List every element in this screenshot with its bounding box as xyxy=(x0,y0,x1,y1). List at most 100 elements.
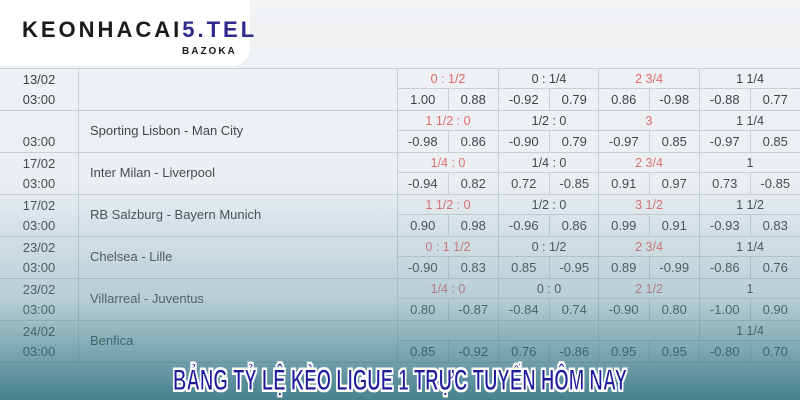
logo-subtext: BAZOKA xyxy=(182,46,237,57)
odds-value[interactable]: -0.90 xyxy=(608,302,639,317)
odds-value[interactable]: 0.76 xyxy=(511,344,537,359)
odds-value[interactable]: 0.86 xyxy=(447,131,499,152)
match-teams[interactable]: Chelsea - Lille xyxy=(90,249,173,264)
match-time: 03:00 xyxy=(22,176,56,191)
odds-value[interactable]: 0.99 xyxy=(611,218,637,233)
odds-value[interactable]: 0.82 xyxy=(447,173,499,194)
match-teams[interactable]: Inter Milan - Liverpool xyxy=(90,165,215,180)
odds-value[interactable]: -0.80 xyxy=(709,344,740,359)
match-date: 17/02 xyxy=(22,156,56,171)
match-row[interactable]: 17/02 03:00 Inter Milan - Liverpool 1/4 … xyxy=(0,153,800,195)
match-teams[interactable]: Sporting Lisbon - Man City xyxy=(90,123,244,138)
odds-value[interactable]: 0.91 xyxy=(611,176,637,191)
match-row[interactable]: 13/02 03:00 0 : 1/2 1.00 0.88 0 : 1/4 -0.… xyxy=(0,69,800,111)
odds-group: 1 0.73 -0.85 xyxy=(699,153,800,194)
odds-group: 0.95 0.95 xyxy=(598,321,699,362)
odds-value[interactable]: -0.97 xyxy=(608,134,639,149)
odds-value[interactable]: -0.90 xyxy=(508,134,539,149)
odds-value[interactable]: 0.77 xyxy=(749,89,800,110)
odds-value[interactable]: 0.73 xyxy=(712,176,738,191)
odds-value[interactable]: 0.79 xyxy=(548,131,600,152)
odds-group: 1 1/4 -0.86 0.76 xyxy=(699,237,800,278)
odds-table: 13/02 03:00 0 : 1/2 1.00 0.88 0 : 1/4 -0.… xyxy=(0,68,800,363)
divider xyxy=(78,279,79,320)
odds-group: 0 : 1/2 0.85 -0.95 xyxy=(498,237,599,278)
odds-value[interactable]: -0.85 xyxy=(749,173,800,194)
handicap-line: 1 1/2 : 0 xyxy=(398,111,498,131)
odds-group: 0.85 -0.92 xyxy=(397,321,498,362)
match-teams[interactable]: Benfica xyxy=(90,333,134,348)
handicap-line xyxy=(499,321,599,341)
divider xyxy=(78,237,79,278)
odds-value[interactable]: -0.84 xyxy=(508,302,539,317)
odds-value[interactable]: -0.86 xyxy=(548,341,600,362)
divider xyxy=(78,69,79,110)
handicap-line: 0 : 1/4 xyxy=(499,69,599,89)
odds-value[interactable]: 0.86 xyxy=(548,215,600,236)
match-time: 03:00 xyxy=(22,344,56,359)
match-time: 03:00 xyxy=(22,260,56,275)
odds-value[interactable]: 0.91 xyxy=(648,215,700,236)
match-time: 03:00 xyxy=(22,218,56,233)
handicap-line: 1 1/2 xyxy=(700,195,800,215)
odds-value[interactable]: 0.90 xyxy=(410,218,436,233)
odds-group: 0 : 0 -0.84 0.74 xyxy=(498,279,599,320)
odds-value[interactable]: 0.95 xyxy=(611,344,637,359)
odds-value[interactable]: -0.97 xyxy=(709,134,740,149)
odds-group: 1 1/2 : 0 -0.98 0.86 xyxy=(397,111,498,152)
odds-value[interactable]: 0.80 xyxy=(410,302,436,317)
odds-value[interactable]: -0.95 xyxy=(548,257,600,278)
odds-value[interactable]: -0.87 xyxy=(447,299,499,320)
odds-value[interactable]: 0.90 xyxy=(749,299,800,320)
odds-value[interactable]: 0.95 xyxy=(648,341,700,362)
odds-value[interactable]: 0.70 xyxy=(749,341,800,362)
match-row[interactable]: 17/02 03:00 RB Salzburg - Bayern Munich … xyxy=(0,195,800,237)
odds-value[interactable]: -0.92 xyxy=(447,341,499,362)
match-row[interactable]: 23/02 03:00 Villarreal - Juventus 1/4 : … xyxy=(0,279,800,321)
odds-value[interactable]: 0.88 xyxy=(447,89,499,110)
match-teams[interactable]: RB Salzburg - Bayern Munich xyxy=(90,207,262,222)
odds-group: 1 1/2 -0.93 0.83 xyxy=(699,195,800,236)
match-row[interactable]: 03:00 Sporting Lisbon - Man City 1 1/2 :… xyxy=(0,111,800,153)
match-row[interactable]: 23/02 03:00 Chelsea - Lille 0 : 1 1/2 -0… xyxy=(0,237,800,279)
odds-group: 1 1/4 -0.80 0.70 xyxy=(699,321,800,362)
odds-value[interactable]: -0.90 xyxy=(407,260,438,275)
odds-value[interactable]: 0.98 xyxy=(447,215,499,236)
odds-value[interactable]: 0.83 xyxy=(447,257,499,278)
odds-value[interactable]: 0.86 xyxy=(611,92,637,107)
odds-group: 1/4 : 0 -0.94 0.82 xyxy=(397,153,498,194)
odds-value[interactable]: -0.88 xyxy=(709,92,740,107)
handicap-line: 1/4 : 0 xyxy=(499,153,599,173)
handicap-line: 1 xyxy=(700,279,800,299)
odds-value[interactable]: -0.93 xyxy=(709,218,740,233)
odds-value[interactable]: 1.00 xyxy=(410,92,436,107)
match-date: 24/02 xyxy=(22,324,56,339)
odds-value[interactable]: 0.85 xyxy=(749,131,800,152)
odds-value[interactable]: 0.83 xyxy=(749,215,800,236)
odds-value[interactable]: -1.00 xyxy=(709,302,740,317)
odds-value[interactable]: -0.86 xyxy=(709,260,740,275)
odds-value[interactable]: 0.97 xyxy=(648,173,700,194)
odds-value[interactable]: -0.96 xyxy=(508,218,539,233)
odds-value[interactable]: -0.98 xyxy=(648,89,700,110)
odds-value[interactable]: 0.89 xyxy=(611,260,637,275)
match-row[interactable]: 24/02 03:00 Benfica 0.85 -0.92 0.76 -0.86 … xyxy=(0,321,800,363)
match-time: 03:00 xyxy=(22,302,56,317)
odds-value[interactable]: 0.76 xyxy=(749,257,800,278)
odds-value[interactable]: 0.72 xyxy=(511,176,537,191)
handicap-line xyxy=(398,321,498,341)
odds-value[interactable]: -0.85 xyxy=(548,173,600,194)
odds-value[interactable]: 0.85 xyxy=(410,344,436,359)
odds-value[interactable]: 0.80 xyxy=(648,299,700,320)
divider xyxy=(78,321,79,362)
handicap-line: 1 1/4 xyxy=(700,69,800,89)
odds-value[interactable]: 0.74 xyxy=(548,299,600,320)
odds-value[interactable]: 0.79 xyxy=(548,89,600,110)
odds-value[interactable]: -0.98 xyxy=(407,134,438,149)
odds-value[interactable]: -0.94 xyxy=(407,176,438,191)
odds-value[interactable]: 0.85 xyxy=(648,131,700,152)
odds-value[interactable]: -0.99 xyxy=(648,257,700,278)
match-teams[interactable]: Villarreal - Juventus xyxy=(90,291,204,306)
odds-value[interactable]: -0.92 xyxy=(508,92,539,107)
odds-value[interactable]: 0.85 xyxy=(511,260,537,275)
